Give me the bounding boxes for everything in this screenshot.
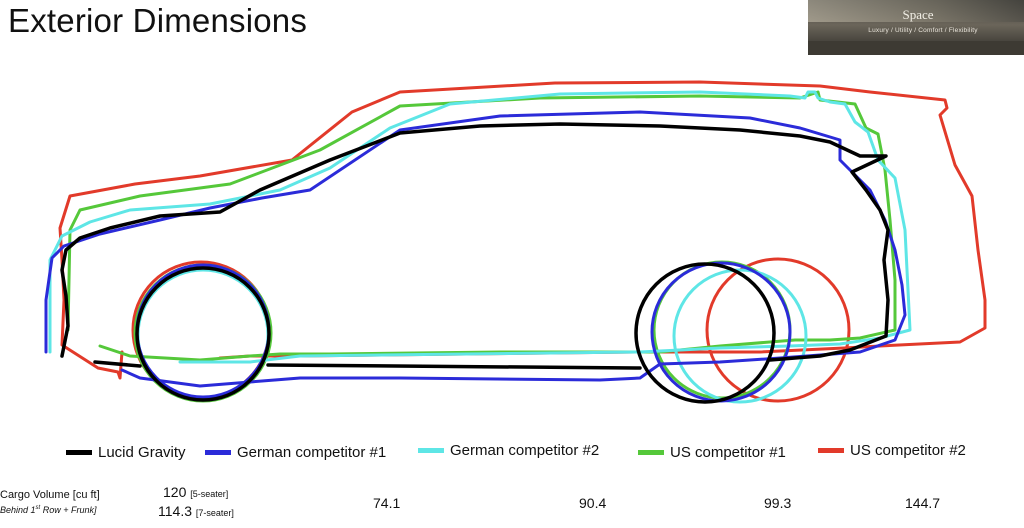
legend-swatch-green <box>638 450 664 455</box>
rear-wheel-us-competitor-2 <box>705 257 851 403</box>
legend-swatch-red <box>818 448 844 453</box>
legend-us-competitor-1: US competitor #1 <box>638 444 786 461</box>
rocker-lucid-gravity <box>266 363 642 370</box>
legend-german-competitor-2: German competitor #2 <box>418 442 599 459</box>
cargo-lucid-7-seater: 114.3 [7-seater] <box>158 503 234 519</box>
profile-german-competitor-2 <box>48 90 912 404</box>
legend-lucid-gravity: Lucid Gravity <box>66 444 186 461</box>
body-us-competitor-1 <box>66 90 897 362</box>
thumbnail-sky <box>808 0 1024 22</box>
rear-wheel-german-competitor-2 <box>672 268 808 404</box>
legend-label-lucid-gravity: Lucid Gravity <box>98 444 186 461</box>
legend-swatch-cyan <box>418 448 444 453</box>
cargo-us-competitor-2: 144.7 <box>905 495 941 511</box>
thumbnail-heading: Space <box>902 7 934 22</box>
cargo-volume-label: Cargo Volume [cu ft] <box>0 489 100 501</box>
cargo-german-competitor-1: 74.1 <box>373 495 401 511</box>
cargo-lucid-5-seater: 120 [5-seater] <box>163 484 229 500</box>
legend-label-german-competitor-2: German competitor #2 <box>450 442 600 459</box>
legend-swatch-blue <box>205 450 231 455</box>
profile-lucid-gravity <box>60 122 890 404</box>
sill-lucid-gravity <box>93 360 142 368</box>
thumbnail-subtitle: Luxury / Utility / Comfort / Flexibility <box>868 27 978 34</box>
legend-label-us-competitor-2: US competitor #2 <box>850 442 966 459</box>
page-title: Exterior Dimensions <box>8 2 308 39</box>
video-thumbnail[interactable]: Space Luxury / Utility / Comfort / Flexi… <box>808 0 1024 55</box>
thumbnail-ground <box>808 41 1024 55</box>
cargo-volume-sublabel: Behind 1st Row + Frunk] <box>0 505 97 515</box>
legend-label-us-competitor-1: US competitor #1 <box>670 444 786 461</box>
vehicle-profile-overlay <box>44 80 987 404</box>
legend-german-competitor-1: German competitor #1 <box>205 444 386 461</box>
rear-wheel-lucid-gravity <box>634 262 776 404</box>
body-lucid-gravity <box>60 122 890 362</box>
legend-us-competitor-2: US competitor #2 <box>818 442 966 459</box>
legend-swatch-black <box>66 450 92 455</box>
cargo-us-competitor-1: 99.3 <box>764 495 792 511</box>
cargo-german-competitor-2: 90.4 <box>579 495 607 511</box>
legend-label-german-competitor-1: German competitor #1 <box>237 444 387 461</box>
front-wheel-lucid-gravity <box>135 266 271 402</box>
